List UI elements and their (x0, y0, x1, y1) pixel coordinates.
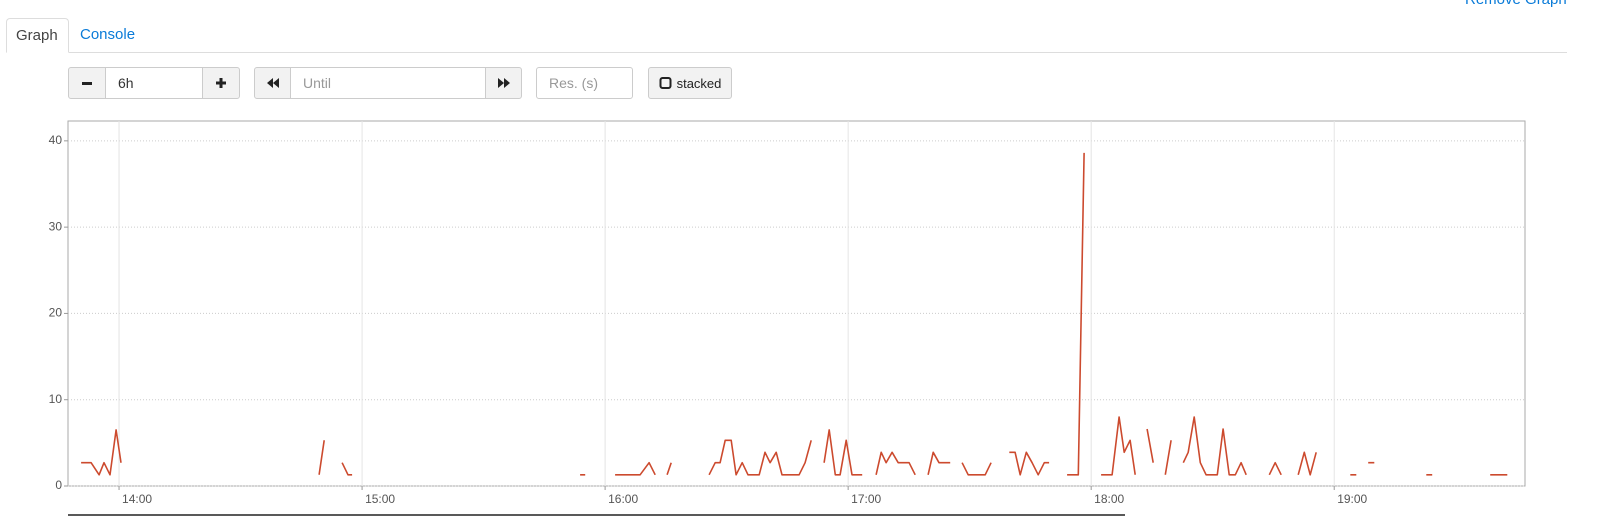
x-tick-label: 15:00 (365, 492, 395, 506)
series-line (81, 152, 1508, 476)
tab-border (6, 52, 1567, 53)
stacked-button[interactable]: stacked (648, 67, 732, 99)
stacked-label: stacked (676, 75, 722, 91)
until-input[interactable]: Until (290, 67, 486, 99)
y-tick-label: 0 (55, 478, 62, 492)
minus-button[interactable] (68, 67, 106, 99)
y-tick-label: 30 (49, 219, 63, 233)
x-tick-label: 16:00 (608, 492, 638, 506)
plot-border (67, 120, 1526, 487)
graph-tab[interactable]: Graph (6, 18, 69, 53)
x-tick-label: 19:00 (1337, 492, 1367, 506)
range-input[interactable]: 6h (105, 67, 203, 99)
y-tick-label: 10 (49, 392, 63, 406)
y-tick-label: 40 (49, 133, 63, 147)
x-tick-label: 18:00 (1094, 492, 1124, 506)
x-tick-label: 17:00 (851, 492, 881, 506)
console-tab[interactable]: Console (80, 26, 136, 43)
y-tick-label: 20 (49, 306, 63, 320)
forward-button[interactable] (485, 67, 522, 99)
resolution-input[interactable]: Res. (s) (536, 67, 633, 99)
plus-button[interactable] (202, 67, 240, 99)
remove-graph-link[interactable]: Remove Graph (1465, 0, 1567, 8)
x-tick-label: 14:00 (122, 492, 152, 506)
